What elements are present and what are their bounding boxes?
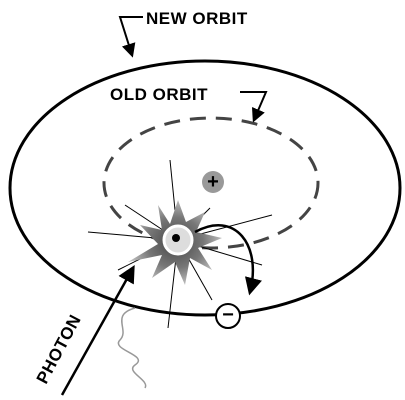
diagram: + − PHOTON NEW ORBIT OLD ORBIT bbox=[0, 0, 405, 400]
old-orbit-label: OLD ORBIT bbox=[110, 85, 208, 104]
new-orbit-label: NEW ORBIT bbox=[146, 9, 248, 28]
nucleus-sign: + bbox=[207, 171, 219, 193]
old-orbit-pointer bbox=[240, 92, 266, 120]
photon-wave bbox=[118, 308, 145, 388]
new-orbit-pointer bbox=[120, 17, 143, 55]
photon-label: PHOTON bbox=[33, 311, 85, 387]
electron-sign: − bbox=[222, 304, 234, 326]
atom-dot bbox=[172, 234, 180, 242]
